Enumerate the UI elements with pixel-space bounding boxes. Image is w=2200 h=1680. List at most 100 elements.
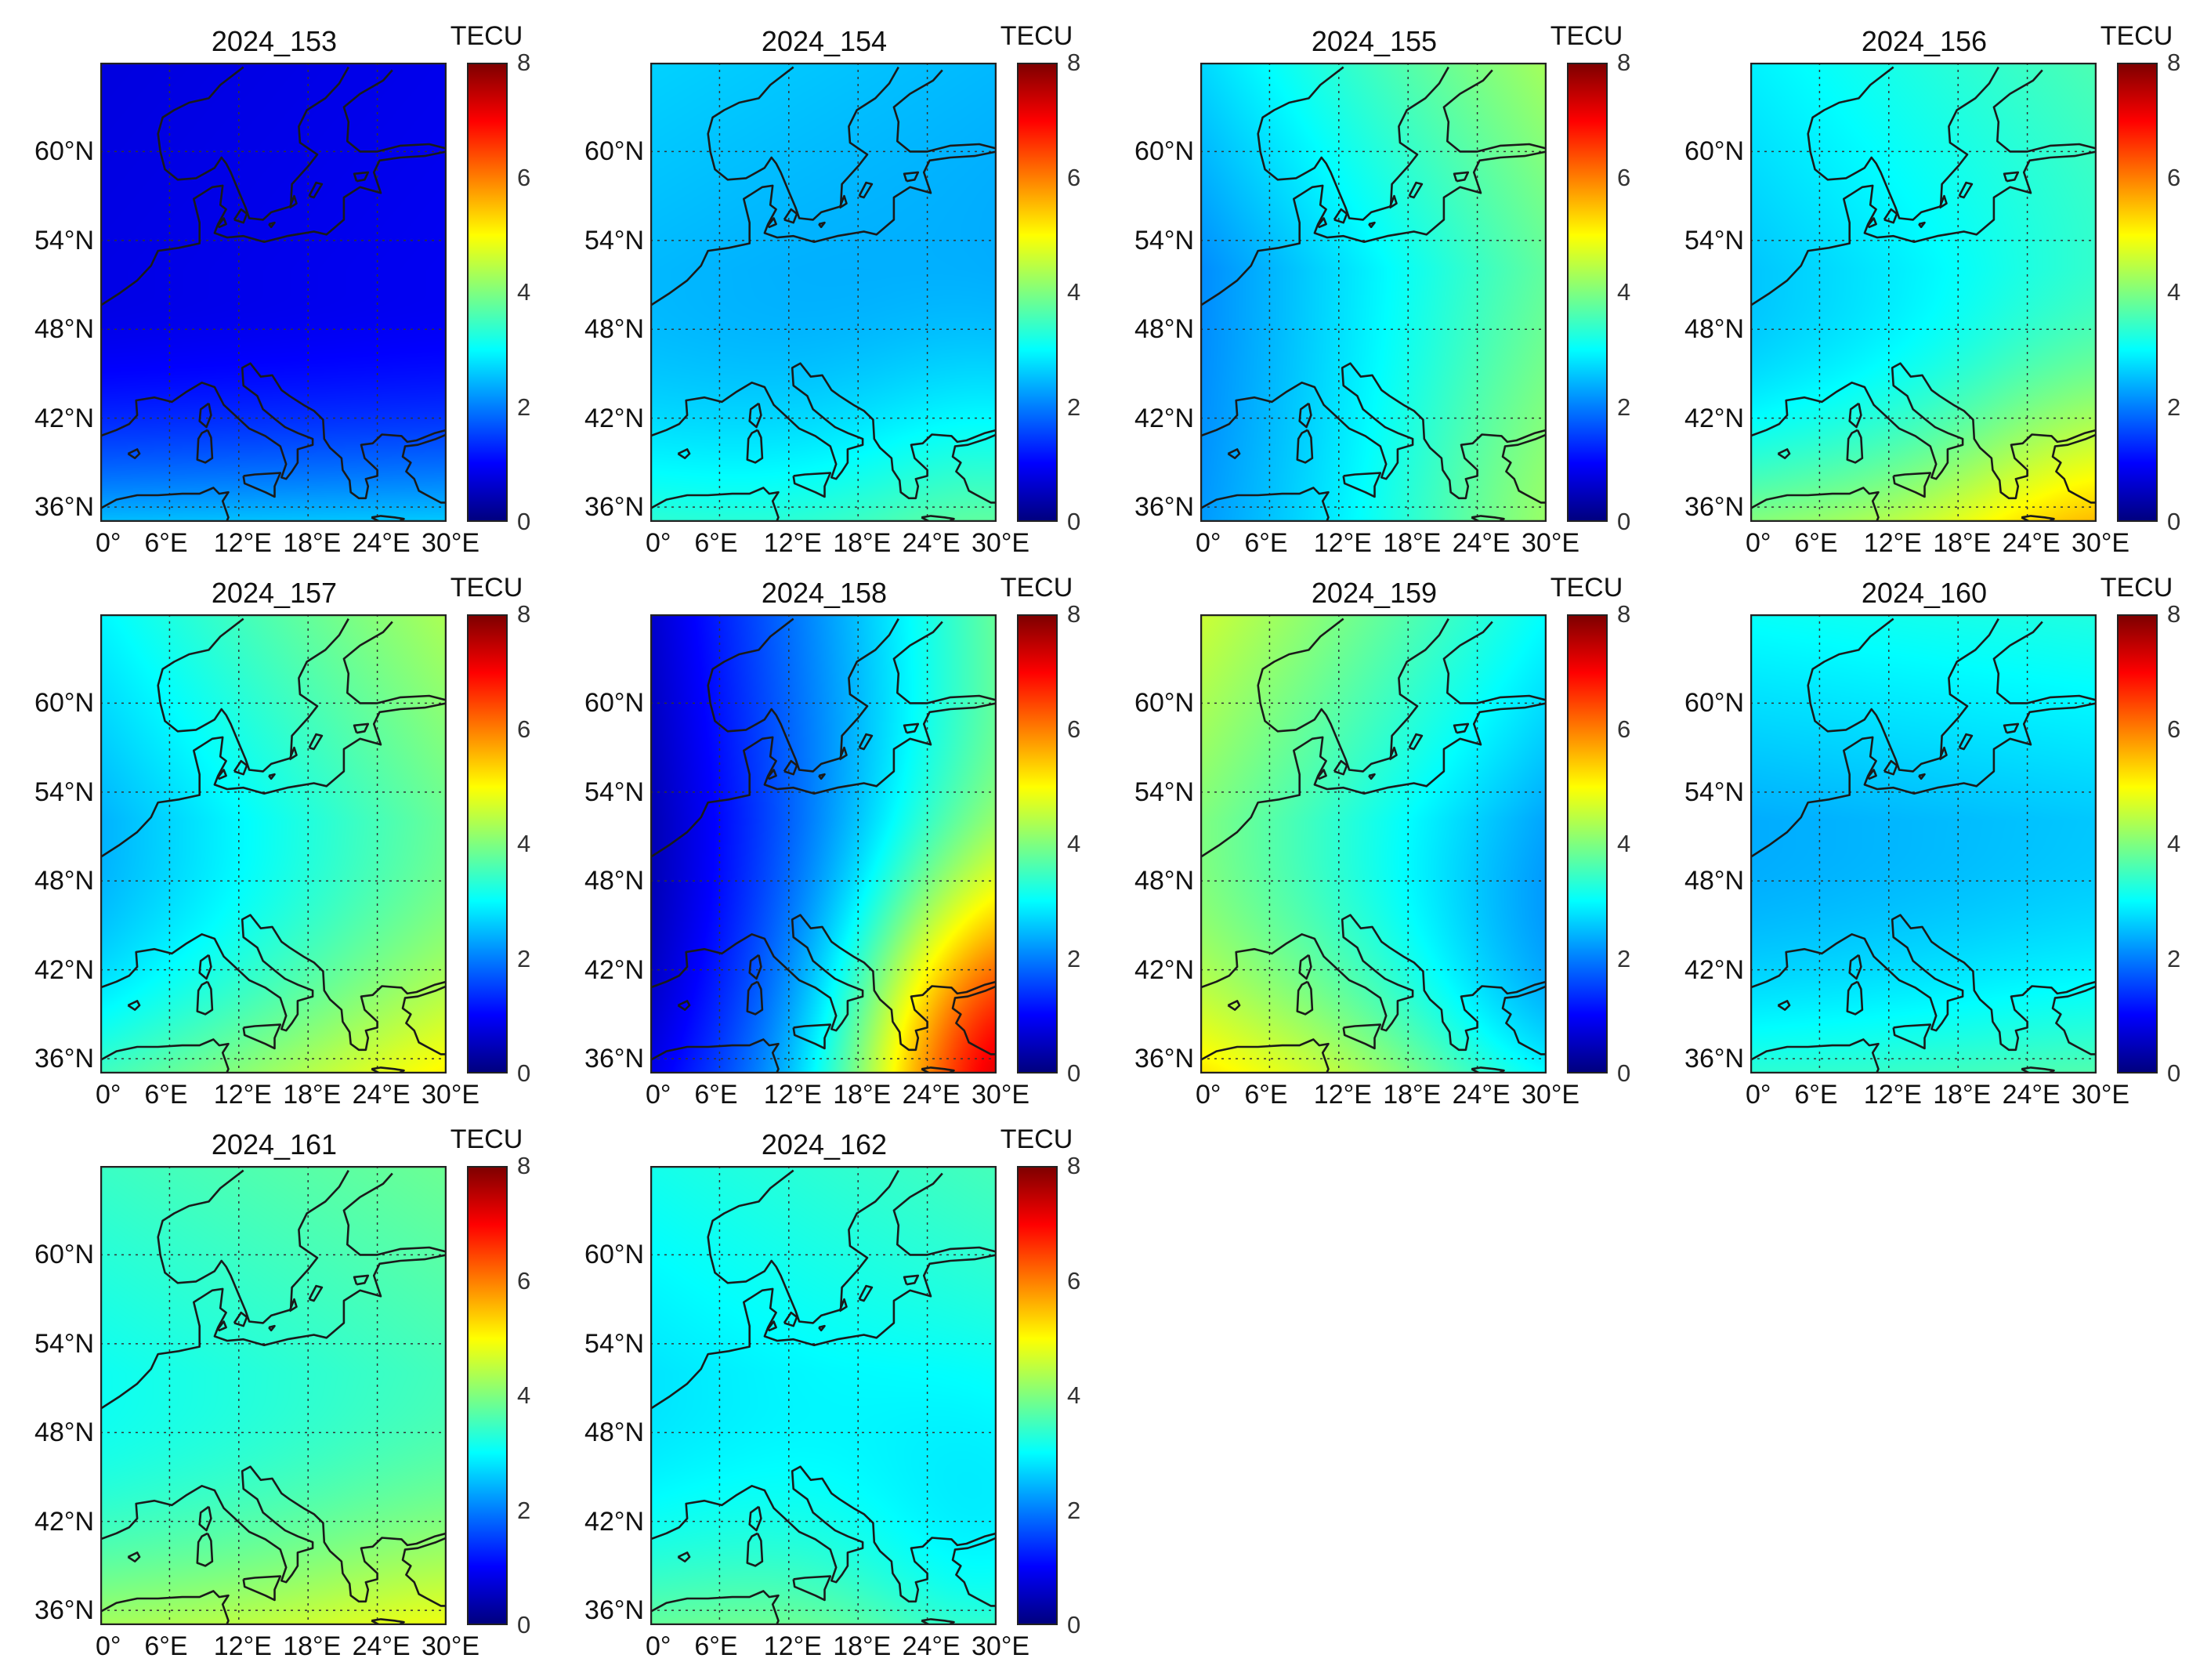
lat-label: 42°N <box>584 403 644 433</box>
lon-label: 24°E <box>352 1631 411 1661</box>
island-outline <box>1368 773 1376 780</box>
coastline <box>1750 702 2097 859</box>
island-outline <box>1388 194 1398 209</box>
colorbar-tick-label: 2 <box>1067 944 1081 972</box>
coastline <box>401 433 447 504</box>
island-outline <box>198 954 212 980</box>
island-outline <box>1333 208 1348 224</box>
lon-label: 12°E <box>213 528 272 558</box>
tec-map-plot <box>650 614 997 1074</box>
lat-label: 36°N <box>1684 1044 1744 1074</box>
lon-label: 18°E <box>833 1631 892 1661</box>
tec-map-plot <box>650 1166 997 1625</box>
tec-map-plot <box>1200 63 1547 522</box>
island-outline <box>2021 515 2055 522</box>
lon-label: 30°E <box>1522 1080 1580 1110</box>
lon-label: 0° <box>96 1631 121 1661</box>
map-overlay <box>1200 614 1547 1074</box>
panel-title: 2024_161 <box>211 1128 338 1160</box>
panel-title: 2024_155 <box>1311 25 1438 57</box>
panel-title: 2024_158 <box>761 577 888 609</box>
lat-label: 60°N <box>34 136 94 167</box>
island-outline <box>127 1000 141 1012</box>
colorbar-tick-label: 2 <box>1617 944 1631 972</box>
island-outline <box>677 448 691 460</box>
tec-map-plot <box>100 614 447 1074</box>
lon-label: 6°E <box>144 528 188 558</box>
lon-label: 12°E <box>763 1080 822 1110</box>
map-frame-border <box>100 614 447 1074</box>
lon-label: 18°E <box>833 528 892 558</box>
lat-label: 60°N <box>584 688 644 719</box>
lon-label: 30°E <box>972 1631 1030 1661</box>
colorbar-tick-label: 4 <box>517 1381 531 1409</box>
coastline <box>100 1590 230 1625</box>
colorbar-tick-label: 6 <box>1617 715 1631 743</box>
island-outline <box>1958 733 1974 751</box>
colorbar-tick-label: 0 <box>1067 1611 1081 1638</box>
island-outline <box>677 1551 691 1563</box>
coastline <box>951 985 997 1055</box>
coastline <box>100 487 230 522</box>
island-outline <box>767 769 777 780</box>
island-outline <box>1918 773 1926 780</box>
colorbar-tick-label: 4 <box>1067 278 1081 306</box>
coastline <box>1750 150 2097 307</box>
island-outline <box>1317 769 1327 780</box>
coastline <box>1750 1038 1880 1074</box>
lon-label: 24°E <box>352 528 411 558</box>
map-overlay <box>1750 63 2097 522</box>
map-frame-border <box>650 614 997 1074</box>
island-outline <box>1892 1023 1932 1050</box>
island-outline <box>233 208 248 224</box>
map-frame-border <box>1750 614 2097 1074</box>
island-outline <box>1227 1000 1241 1012</box>
coastline <box>1807 66 1999 221</box>
lat-label: 42°N <box>34 1506 94 1537</box>
coastline <box>1200 702 1547 859</box>
island-outline <box>1471 1066 1505 1074</box>
island-outline <box>903 1274 920 1286</box>
island-outline <box>196 429 214 464</box>
island-outline <box>1342 1023 1382 1050</box>
colorbar-tick-label: 2 <box>517 393 531 421</box>
coastline <box>342 621 447 704</box>
island-outline <box>308 181 324 199</box>
lon-label: 12°E <box>213 1080 272 1110</box>
island-outline <box>1918 221 1926 229</box>
lat-label: 54°N <box>34 1328 94 1359</box>
colorbar-tick-label: 4 <box>2167 830 2181 857</box>
island-outline <box>353 171 370 183</box>
tec-map-panel-2024_155: 2024_155 TECU 60°N 54°N 48°N 42°N 36°N 0° 6°E 1… <box>1100 0 1648 558</box>
tec-map-plot <box>100 63 447 522</box>
coastline <box>1200 150 1547 307</box>
island-outline <box>353 722 370 734</box>
island-outline <box>1883 208 1898 224</box>
colorbar-tick-label: 0 <box>517 508 531 535</box>
coastline <box>650 914 997 1052</box>
colorbar-tick-label: 0 <box>517 1059 531 1087</box>
island-outline <box>1938 746 1948 761</box>
tec-map-panel-2024_159: 2024_159 TECU 60°N 54°N 48°N 42°N 36°N 0° 6°E 1… <box>1100 552 1648 1110</box>
colorbar-tick-label: 8 <box>1617 600 1631 628</box>
island-outline <box>353 1274 370 1286</box>
lon-label: 12°E <box>1313 1080 1372 1110</box>
island-outline <box>127 448 141 460</box>
island-outline <box>921 1066 955 1074</box>
coastline <box>100 914 447 1052</box>
tec-map-panel-2024_158: 2024_158 TECU 60°N 54°N 48°N 42°N 36°N 0° 6°E 1… <box>550 552 1098 1110</box>
island-outline <box>371 1618 405 1625</box>
island-outline <box>903 171 920 183</box>
colorbar <box>467 63 508 522</box>
island-outline <box>1296 980 1314 1016</box>
island-outline <box>792 1575 832 1602</box>
tec-map-panel-2024_153: 2024_153 TECU 60°N 54°N 48°N 42°N 36°N 0° 6°E 1… <box>0 0 548 558</box>
island-outline <box>1368 221 1376 229</box>
island-outline <box>838 194 848 209</box>
map-frame-border <box>650 63 997 522</box>
lat-label: 36°N <box>584 1595 644 1626</box>
lon-label: 0° <box>1746 1080 1771 1110</box>
coastline <box>342 69 447 153</box>
island-outline <box>838 1298 848 1312</box>
